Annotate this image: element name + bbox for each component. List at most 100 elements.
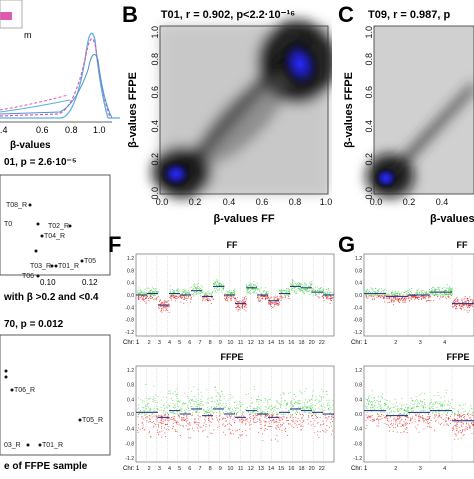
panel-b-xlabel: β-values FF <box>213 213 274 225</box>
ytick-label: -1.2 <box>125 330 134 336</box>
panel-b-xtick: 0.2 <box>189 197 202 207</box>
panel-d-point-label: T06 <box>22 273 34 280</box>
panel-b-title: T01, r = 0.902, p<2.2·10⁻¹⁶ <box>161 9 295 21</box>
panel-a-xtick: 1.0 <box>93 125 106 135</box>
ytick-label: -0.8 <box>125 441 134 447</box>
panel-b-ylabel: β-values FFPE <box>127 72 139 148</box>
panel-c: T09, r = 0.987, p 0.0 0.2 0.4 0.6 0.8 1.… <box>338 0 474 228</box>
panel-b-density-scatter: T01, r = 0.902, p<2.2·10⁻¹⁶ 0.0 0.2 0.4 … <box>127 9 337 225</box>
panel-c-density-scatter: T09, r = 0.987, p 0.0 0.2 0.4 0.6 0.8 1.… <box>343 9 474 225</box>
panel-b-ytick: 1.0 <box>150 26 160 39</box>
panel-a-xtick: 0.6 <box>36 125 49 135</box>
panel-b-ytick: 0.6 <box>150 86 160 99</box>
ytick-label: 0.0 <box>355 293 362 299</box>
panel-d-xlabel: with β >0.2 and <0.4 <box>3 292 99 303</box>
panel-c-xtick: 0.4 <box>436 197 449 207</box>
plot-frame <box>363 365 474 463</box>
panel-d-xtick: 0.10 <box>40 278 56 287</box>
panel-c-xlabel: β-values <box>430 213 474 225</box>
panel-d-point-label: T0 <box>4 221 12 228</box>
panel-c-ytick: 0.4 <box>364 120 374 133</box>
panel-a-xtick: .4 <box>0 125 8 135</box>
chr-number: 5 <box>178 340 181 346</box>
chr-number: 4 <box>443 466 446 472</box>
ytick-label: 0.4 <box>355 281 362 287</box>
panel-g-letter: G <box>338 232 356 257</box>
panel-c-letter: C <box>338 2 354 27</box>
chr-number: 2 <box>148 340 151 346</box>
panel-c-ylabel: β-values FFPE <box>343 72 355 148</box>
ytick-label: -0.4 <box>353 427 362 433</box>
chr-number: 13 <box>258 466 264 472</box>
panel-d-point-label: T04_R <box>44 233 65 240</box>
ytick-label: 0.8 <box>355 268 362 274</box>
ytick-label: -0.8 <box>353 441 362 447</box>
chr-number: 12 <box>248 466 254 472</box>
chr-number: 8 <box>209 340 212 346</box>
ytick-label: 1.2 <box>355 256 362 262</box>
panel-g-chr-label-bottom: Chr: 1 <box>351 466 368 472</box>
panel-g-chr-label-top: Chr: 1 <box>351 340 368 346</box>
panel-c-title: T09, r = 0.987, p <box>368 9 451 21</box>
ytick-label: 0.8 <box>355 383 362 389</box>
panel-e-point-label: T06_R <box>14 387 35 394</box>
panel-b-xtick: 1.0 <box>320 197 332 207</box>
panel-b-xtick: 0.4 <box>223 197 236 207</box>
ytick-label: -1.2 <box>125 456 134 462</box>
ytick-label: 0.8 <box>127 383 134 389</box>
panel-f-copy-number-plot: FF FFPE 1.2 0.8 0.4 0.0 -0.4 -0.8 -1.2 2 3 4 5 6 7 8 9… <box>123 240 335 472</box>
ytick-label: -0.4 <box>125 305 134 311</box>
panel-a-density-plot: m .4 0.6 0.8 1.0 β-values <box>0 0 120 151</box>
ytick-label: 0.0 <box>355 412 362 418</box>
panel-e-scatter-plot: 70, p = 0.012 T06_R T05_R 03_R T01_R e o… <box>0 319 111 472</box>
panel-d-point-label: T02_R <box>48 223 69 230</box>
panel-c-ytick: 0.0 <box>364 187 374 200</box>
panel-d-xtick: 0.12 <box>82 278 98 287</box>
ytick-label: 0.0 <box>127 412 134 418</box>
chr-number: 20 <box>309 340 315 346</box>
panel-e-point-label: T05_R <box>82 417 103 424</box>
chr-number: 15 <box>278 466 284 472</box>
chr-number: 7 <box>198 466 201 472</box>
ytick-label: -0.8 <box>353 318 362 324</box>
chr-number: 3 <box>419 340 422 346</box>
ytick-label: -0.8 <box>125 318 134 324</box>
panel-e-title: 70, p = 0.012 <box>4 319 64 330</box>
chr-number: 3 <box>419 466 422 472</box>
ytick-label: 0.4 <box>127 281 134 287</box>
panel-c-ytick: 0.8 <box>364 53 374 66</box>
panel-f-top-title: FF <box>227 240 238 250</box>
panel-g-copy-number-plot: FF FFPE 1.2 0.8 0.4 0.0 -0.4 -0.8 -1.2 2 3 4 1.2 0… <box>351 240 474 472</box>
panel-d-point-label: T01_R <box>58 263 79 270</box>
ytick-label: 0.8 <box>127 268 134 274</box>
chr-number: 10 <box>227 340 233 346</box>
panel-e-xlabel: e of FFPE sample <box>4 461 88 472</box>
panel-f-letter: F <box>108 232 122 257</box>
panel-b-ytick: 0.2 <box>150 153 160 166</box>
panel-b-ytick: 0.0 <box>150 187 160 200</box>
chr-number: 2 <box>394 466 397 472</box>
panel-a-xtick: 0.8 <box>65 125 78 135</box>
chr-number: 5 <box>178 466 181 472</box>
legend-swatch <box>0 12 12 20</box>
ytick-label: 1.2 <box>355 368 362 374</box>
ytick-label: 1.2 <box>127 368 134 374</box>
legend-box <box>0 0 23 29</box>
panel-d-point-label: T03_R <box>30 263 51 270</box>
chr-number: 12 <box>248 340 254 346</box>
panel-c-xtick: 0.2 <box>403 197 416 207</box>
ytick-label: 0.4 <box>127 397 134 403</box>
chr-number: 3 <box>158 466 161 472</box>
chr-number: 18 <box>298 340 304 346</box>
chr-number: 22 <box>319 466 325 472</box>
chr-number: 2 <box>394 340 397 346</box>
panel-d-title: 01, p = 2.6·10⁻⁵ <box>4 157 77 168</box>
ytick-label: 0.0 <box>127 293 134 299</box>
panel-c-ytick: 0.2 <box>364 153 374 166</box>
chr-number: 8 <box>209 466 212 472</box>
chr-number: 9 <box>219 340 222 346</box>
chr-number: 4 <box>168 466 171 472</box>
panel-f-chr-label-bottom: Chr: 1 <box>123 466 140 472</box>
panel-d: 01, p = 2.6·10⁻⁵ T08_R T02_R T0 T04_R T0… <box>0 155 120 305</box>
ytick-label: -1.2 <box>353 330 362 336</box>
